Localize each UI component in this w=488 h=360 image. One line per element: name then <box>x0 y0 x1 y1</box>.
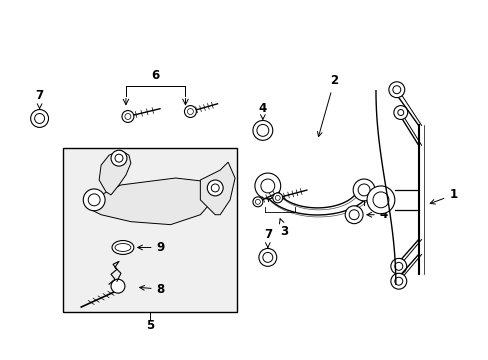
Text: 8: 8 <box>140 283 164 296</box>
Text: 2: 2 <box>317 74 338 136</box>
Circle shape <box>184 105 196 117</box>
Circle shape <box>88 194 100 206</box>
Circle shape <box>260 179 274 193</box>
Text: 6: 6 <box>151 69 160 82</box>
Circle shape <box>390 273 406 289</box>
Circle shape <box>111 150 127 166</box>
Circle shape <box>252 197 263 207</box>
Circle shape <box>187 109 193 114</box>
Circle shape <box>263 252 272 262</box>
Circle shape <box>83 189 105 211</box>
Circle shape <box>275 195 280 201</box>
Circle shape <box>207 180 223 196</box>
Circle shape <box>390 258 406 274</box>
Circle shape <box>388 82 404 98</box>
Circle shape <box>394 262 402 270</box>
Circle shape <box>345 206 362 224</box>
Text: 1: 1 <box>429 188 456 204</box>
Circle shape <box>124 113 131 120</box>
Text: 4: 4 <box>366 208 387 221</box>
Circle shape <box>393 105 407 120</box>
Circle shape <box>111 279 124 293</box>
Text: 5: 5 <box>145 319 154 332</box>
Circle shape <box>397 109 403 116</box>
Circle shape <box>392 86 400 94</box>
Circle shape <box>372 192 388 208</box>
Circle shape <box>115 154 122 162</box>
Polygon shape <box>86 178 215 225</box>
Circle shape <box>348 210 358 220</box>
Circle shape <box>252 121 272 140</box>
Circle shape <box>254 173 280 199</box>
Circle shape <box>31 109 48 127</box>
Circle shape <box>211 184 219 192</box>
Circle shape <box>255 199 260 204</box>
Ellipse shape <box>115 243 131 251</box>
Circle shape <box>258 248 276 266</box>
Circle shape <box>35 113 44 123</box>
Text: 4: 4 <box>258 102 266 120</box>
Text: 3: 3 <box>279 219 288 238</box>
Circle shape <box>352 179 374 201</box>
Ellipse shape <box>112 240 134 255</box>
Circle shape <box>366 186 394 214</box>
Bar <box>63 148 237 312</box>
Circle shape <box>394 277 402 285</box>
Text: 9: 9 <box>138 241 164 254</box>
Circle shape <box>357 184 369 196</box>
Circle shape <box>272 193 282 203</box>
Circle shape <box>122 111 134 122</box>
Polygon shape <box>99 150 131 195</box>
Text: 7: 7 <box>263 228 271 247</box>
Polygon shape <box>200 162 235 215</box>
Text: 7: 7 <box>36 89 43 108</box>
Circle shape <box>256 125 268 136</box>
